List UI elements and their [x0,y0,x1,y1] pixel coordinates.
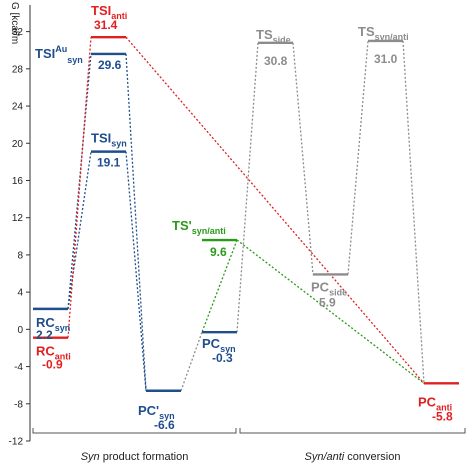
value-tsi-au-syn: 29.6 [98,58,122,72]
label-pc-side: PCside [311,279,347,297]
label-tsi-au-syn: TSIAusyn [35,44,83,65]
value-pc-anti: -5.8 [432,409,453,423]
y-tick-label: 0 [17,325,23,336]
y-axis-title: G [kcal/m [9,2,20,44]
y-tick-label: 20 [12,139,24,150]
y-tick-label: 16 [12,176,24,187]
label-rc-syn: RCsyn [36,315,70,333]
path-pc-syn-to-ts-side [236,42,259,333]
path-pc-side-to-ts-syn-anti [347,40,369,275]
y-tick-label: 24 [12,102,24,113]
y-axis: 32 28 24 20 16 12 8 4 0 -4 -8 -12 G [kcal/m [9,2,31,448]
value-tsi-anti: 31.4 [94,18,118,32]
label-ts-prime-syn-anti: TS'syn/anti [172,218,226,236]
path-tsi-anti-to-pc-anti [125,36,425,384]
section-label: Syn/anti conversion [304,451,400,463]
value-ts-prime-syn-anti: 9.6 [210,245,227,259]
path-rc-anti-to-tsi-anti [67,37,92,338]
path-ts-prime-syn-anti-to-pc-anti [236,239,425,384]
value-tsi-syn: 19.1 [97,156,121,170]
y-tick-label: 12 [12,213,24,224]
path-ts-side-to-pc-side [292,42,314,275]
y-tick-label: -12 [9,437,24,448]
label-pc-prime-syn: PC'syn [138,403,175,421]
y-tick-label: 28 [12,64,24,75]
y-tick-label: 8 [17,250,23,261]
section-bracket [32,428,237,434]
value-rc-syn: 2.2 [36,328,53,342]
path-ts-syn-anti-to-pc-anti [402,40,425,384]
label-pc-anti: PCanti [418,394,452,412]
y-tick-label: -8 [14,399,23,410]
value-ts-side: 30.8 [264,54,288,68]
energy-levels [33,35,459,392]
section-label: Syn product formation [81,451,189,463]
value-pc-syn: -0.3 [212,351,233,365]
path-tsi-au-syn-to-pc-prime-syn [125,53,147,391]
value-pc-prime-syn: -6.6 [154,418,175,432]
path-rc-syn-to-tsi-syn [67,151,92,309]
path-tsi-syn-to-pc-prime-syn [125,151,147,391]
path-rc-syn-to-tsi-au-syn [67,53,92,309]
y-tick-label: 32 [12,27,24,38]
path-pc-syn-to-ts-prime-syn-anti [201,239,238,333]
label-ts-syn-anti: TSsyn/anti [358,24,409,42]
path-pc-prime-syn-to-pc-syn [180,331,203,391]
label-tsi-anti: TSIanti [91,3,127,21]
label-rc-anti: RCanti [36,344,71,362]
y-tick-label: 4 [17,288,23,299]
label-pc-syn: PCsyn [202,336,236,354]
label-ts-side: TSside [256,27,291,45]
label-tsi-syn: TSIsyn [91,131,127,149]
y-tick-label: -4 [14,362,23,373]
value-ts-syn-anti: 31.0 [374,52,398,66]
value-rc-anti: -0.9 [42,358,63,372]
section-brackets: Syn product formation Syn/anti conversion [32,428,466,463]
connector-paths [67,36,425,391]
value-pc-side: 5.9 [319,295,336,309]
section-bracket [239,428,466,434]
